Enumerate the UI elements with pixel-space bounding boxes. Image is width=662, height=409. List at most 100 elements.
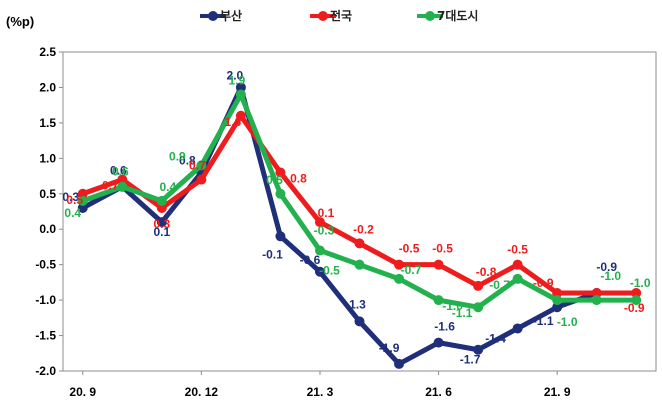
data-label: -1.9	[379, 341, 400, 355]
data-label: 0.4	[64, 206, 81, 220]
data-point	[235, 89, 246, 100]
data-label-layer: 0.30.60.10.82.0-0.1 -0.6-1.3-1.9-1.6-1.7-…	[62, 68, 650, 366]
data-label: -1.3	[345, 297, 366, 311]
data-label: 0.5	[66, 193, 83, 207]
y-tick-label: -0.5	[35, 258, 56, 272]
data-label: -1.7	[460, 353, 481, 367]
data-point	[591, 288, 602, 299]
legend-label: 7대도시	[437, 9, 478, 23]
data-label: 0.3	[62, 190, 79, 204]
data-point	[196, 174, 207, 185]
data-point	[394, 358, 405, 369]
data-point	[433, 295, 444, 306]
data-point	[117, 174, 128, 185]
y-tick-label: 2.5	[39, 45, 56, 59]
x-tick-label: 21. 6	[425, 385, 452, 399]
y-tick-label: -1.0	[35, 293, 56, 307]
data-label: -0.8	[476, 265, 497, 279]
data-point	[156, 217, 167, 228]
y-tick-label: 2.0	[39, 80, 56, 94]
data-label: 0.7	[189, 159, 206, 173]
data-label: 0.9	[169, 149, 186, 163]
data-label: 1.9	[229, 74, 246, 88]
data-label: 0.8	[179, 154, 196, 168]
data-point	[354, 238, 365, 249]
data-point	[77, 202, 88, 213]
data-label: -1.0	[630, 276, 651, 290]
data-point	[117, 181, 128, 192]
data-point	[156, 202, 167, 213]
data-point	[591, 295, 602, 306]
y-tick-label: 0.0	[39, 222, 56, 236]
data-label: -0.2	[353, 222, 374, 236]
legend-label: 부산	[220, 8, 242, 23]
y-unit-label: (%p)	[6, 14, 34, 29]
data-label: -0.5	[432, 242, 453, 256]
data-point	[512, 273, 523, 284]
legend-swatch-marker	[425, 11, 435, 21]
data-label: -1.4	[485, 331, 506, 345]
data-point	[552, 288, 563, 299]
x-tick-label: 21. 9	[544, 385, 571, 399]
data-label: -0.5	[319, 264, 340, 278]
data-label: -1.6	[434, 320, 455, 334]
data-label: -1.0	[442, 299, 463, 313]
data-label: 0.4	[159, 180, 176, 194]
data-label: -0.9	[624, 301, 645, 315]
plot-area	[62, 51, 657, 372]
data-point	[77, 195, 88, 206]
data-label: -0.9	[596, 260, 617, 274]
data-point	[275, 167, 286, 178]
y-tick-label: 1.0	[39, 151, 56, 165]
data-label: 0.8	[290, 172, 307, 186]
data-label: -1.0	[600, 269, 621, 283]
data-point	[394, 273, 405, 284]
data-point	[235, 82, 246, 93]
x-tick-label: 20. 12	[185, 385, 219, 399]
data-point	[512, 323, 523, 334]
data-point	[473, 344, 484, 355]
data-label: 0.3	[153, 217, 170, 231]
data-label: -1.1	[452, 306, 473, 320]
y-tick-label: 1.5	[39, 116, 56, 130]
series-layer	[77, 82, 642, 369]
y-tick-label: -1.5	[35, 329, 56, 343]
data-label: 1.6	[225, 115, 242, 129]
data-point	[314, 266, 325, 277]
data-point	[235, 110, 246, 121]
legend-label: 전국	[330, 8, 352, 23]
data-point	[314, 245, 325, 256]
data-point	[473, 280, 484, 291]
data-label: 0.5	[266, 173, 283, 187]
data-label: -0.5	[399, 242, 420, 256]
data-point	[512, 259, 523, 270]
plot-frame	[62, 51, 657, 372]
data-point	[314, 217, 325, 228]
y-tick-label: -2.0	[35, 364, 56, 378]
data-label: -0.7	[401, 263, 422, 277]
data-label: -1.0	[557, 315, 578, 329]
legend-swatch-marker	[318, 11, 328, 21]
data-label: -1.1	[533, 314, 554, 328]
data-label: 0.6	[110, 164, 127, 178]
x-axis: 20. 9 20. 12 21. 3 21. 6 21. 9	[69, 371, 571, 399]
data-label: -0.3	[314, 223, 335, 237]
data-label: -0.6	[300, 253, 321, 267]
data-label: -0.7	[489, 278, 510, 292]
data-point	[473, 302, 484, 313]
data-label: 0.7	[102, 179, 119, 193]
data-label: 2.0	[227, 68, 244, 82]
x-tick-label: 21. 3	[307, 385, 334, 399]
data-label: 0.1	[318, 206, 335, 220]
data-point	[354, 259, 365, 270]
series-line	[80, 84, 600, 367]
data-point	[433, 337, 444, 348]
data-point	[394, 259, 405, 270]
data-label: 0.6	[112, 165, 129, 179]
y-axis: 2.5 2.0 1.5 1.0 0.5 0.0 -0.5 -1.0 -1.5 -2.0	[35, 45, 63, 378]
data-point	[552, 302, 563, 313]
data-label: -0.9	[533, 276, 554, 290]
legend-swatch-marker	[208, 11, 218, 21]
data-label: 0.1	[153, 225, 170, 239]
